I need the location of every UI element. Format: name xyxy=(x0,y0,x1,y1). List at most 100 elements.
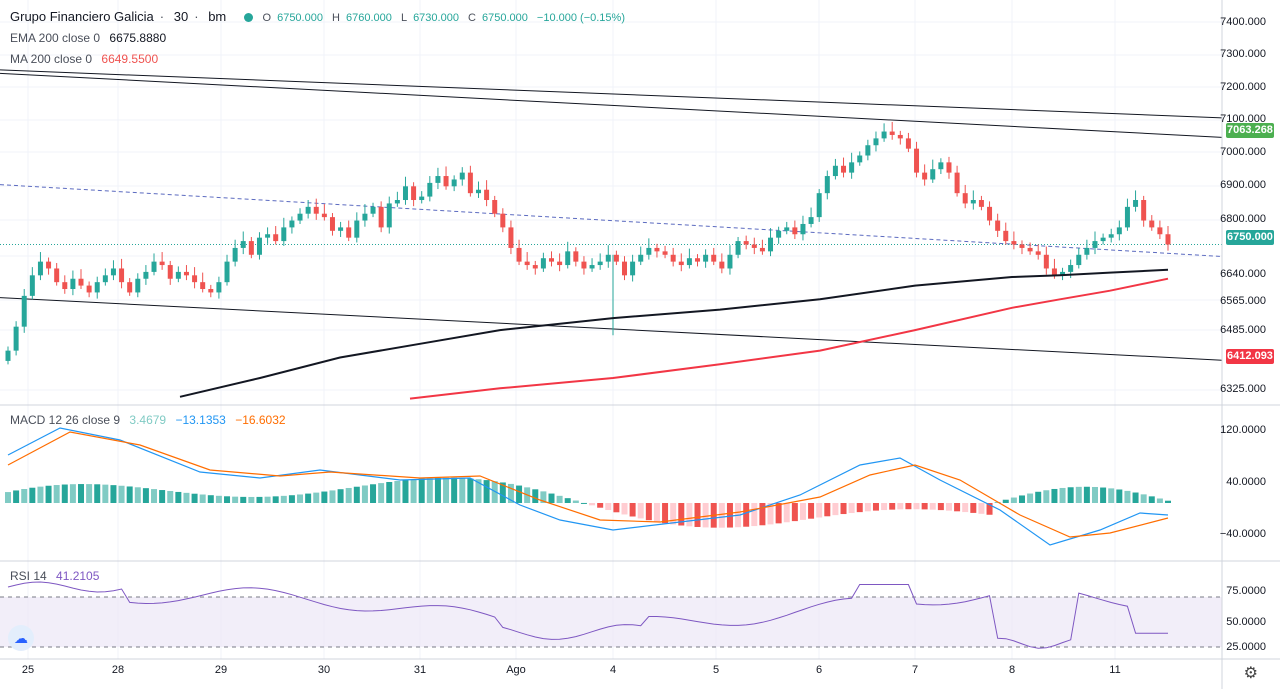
candle-body xyxy=(768,237,774,252)
candle-body xyxy=(1141,200,1147,221)
macd-tick: −40.0000 xyxy=(1219,528,1266,540)
candle-body xyxy=(37,261,43,276)
candle-body xyxy=(532,265,538,269)
rsi-tick: 75.0000 xyxy=(1226,585,1266,597)
macd-histogram-bar xyxy=(345,487,352,503)
macd-histogram-bar xyxy=(337,489,344,503)
candle-body xyxy=(524,261,530,266)
x-tick: 25 xyxy=(21,664,35,676)
macd-signal-value: −16.6032 xyxy=(235,413,286,427)
ema-legend[interactable]: EMA 200 close 0 6675.8880 xyxy=(10,31,172,45)
macd-histogram-bar xyxy=(459,478,466,503)
current-price-tag: 6750.000 xyxy=(1226,230,1274,245)
macd-legend[interactable]: MACD 12 26 close 9 3.4679 −13.1353 −16.6… xyxy=(10,413,292,427)
candle-body xyxy=(224,261,230,283)
candle-body xyxy=(1092,241,1098,248)
macd-histogram-bar xyxy=(1043,490,1050,503)
macd-histogram-bar xyxy=(1059,487,1066,503)
macd-histogram-bar xyxy=(280,495,287,503)
candle-body xyxy=(1157,227,1163,235)
lower-channel-price-tag: 6412.093 xyxy=(1226,349,1274,364)
candle-body xyxy=(21,295,27,327)
price-tick: 6900.000 xyxy=(1220,179,1266,191)
upper-channel-price-tag: 7063.268 xyxy=(1226,123,1274,138)
macd-histogram-bar xyxy=(134,487,141,503)
candle-body xyxy=(435,176,441,183)
candle-body xyxy=(1084,247,1090,255)
macd-histogram-bar xyxy=(589,503,596,506)
macd-histogram-bar xyxy=(548,493,555,503)
macd-histogram-bar xyxy=(670,503,677,525)
x-tick: 6 xyxy=(815,664,823,676)
candle-body xyxy=(1076,254,1082,266)
candle-body xyxy=(1011,241,1017,245)
candle-body xyxy=(808,217,814,224)
macd-histogram-bar xyxy=(913,503,920,510)
candle-body xyxy=(784,227,790,231)
macd-histogram-bar xyxy=(597,503,604,508)
macd-histogram-bar xyxy=(881,503,888,511)
candle-body xyxy=(735,241,741,255)
macd-histogram-bar xyxy=(499,482,506,503)
rsi-legend[interactable]: RSI 14 41.2105 xyxy=(10,569,105,583)
macd-histogram-bar xyxy=(718,503,725,528)
macd-histogram-bar xyxy=(288,495,295,503)
price-tick: 7400.000 xyxy=(1220,16,1266,28)
macd-histogram-bar xyxy=(394,480,401,503)
settings-gear-icon[interactable]: ⚙ xyxy=(1243,665,1258,682)
candle-body xyxy=(273,234,279,242)
macd-histogram-bar xyxy=(905,503,912,510)
symbol-name: Grupo Financiero Galicia xyxy=(10,9,154,24)
macd-histogram-bar xyxy=(945,503,952,511)
x-tick: 4 xyxy=(609,664,617,676)
candle-body xyxy=(654,247,660,252)
macd-tick: 40.0000 xyxy=(1226,476,1266,488)
macd-histogram-bar xyxy=(791,503,798,522)
macd-histogram-bar xyxy=(580,502,587,504)
candle-body xyxy=(824,176,830,194)
candle-body xyxy=(29,275,35,296)
candle-body xyxy=(987,206,993,221)
macd-histogram-bar xyxy=(1108,488,1115,503)
candle-body xyxy=(167,265,173,279)
candle-body xyxy=(686,258,692,266)
candle-body xyxy=(751,244,757,248)
macd-histogram-bar xyxy=(102,484,109,503)
x-tick: 31 xyxy=(413,664,427,676)
candle-body xyxy=(1165,234,1171,245)
candle-body xyxy=(865,145,871,156)
macd-histogram-bar xyxy=(889,503,896,510)
macd-histogram-bar xyxy=(921,503,928,510)
macd-histogram-bar xyxy=(897,503,904,510)
macd-histogram-bar xyxy=(118,485,125,503)
candle-body xyxy=(159,261,165,266)
macd-histogram-bar xyxy=(378,483,385,503)
macd-histogram-bar xyxy=(215,495,222,503)
interval-label: 30 xyxy=(173,9,189,24)
candle-body xyxy=(346,227,352,238)
candle-body xyxy=(321,213,327,218)
tradingview-cloud-icon[interactable]: ☁ xyxy=(8,625,34,651)
candle-body xyxy=(411,186,417,201)
candle-body xyxy=(110,268,116,276)
macd-histogram-bar xyxy=(110,485,117,503)
candle-body xyxy=(484,189,490,201)
low-value: 6730.000 xyxy=(413,12,459,24)
candle-body xyxy=(175,271,181,279)
ma-legend[interactable]: MA 200 close 0 6649.5500 xyxy=(10,52,164,66)
candle-body xyxy=(678,261,684,266)
candle-body xyxy=(467,172,473,194)
visibility-eye-icon[interactable] xyxy=(243,13,253,22)
candle-body xyxy=(995,220,1001,231)
symbol-legend[interactable]: Grupo Financiero Galicia · 30 · bm O 6750.0… xyxy=(10,9,625,24)
candle-body xyxy=(338,227,344,231)
candle-body xyxy=(889,131,895,135)
candle-body xyxy=(800,223,806,235)
candle-body xyxy=(329,217,335,231)
candle-body xyxy=(832,165,838,177)
x-tick: 28 xyxy=(111,664,125,676)
candle-body xyxy=(151,261,157,272)
macd-histogram-bar xyxy=(808,503,815,519)
ma-label: MA 200 close 0 xyxy=(10,52,93,66)
